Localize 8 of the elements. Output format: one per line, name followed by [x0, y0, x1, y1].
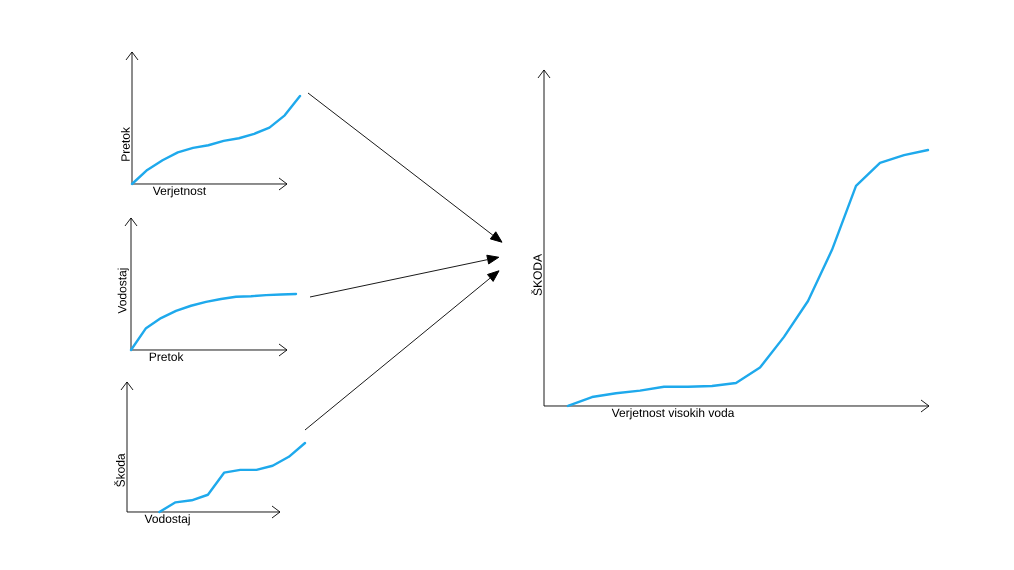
y-axis-title: Škoda	[114, 453, 125, 487]
y-axis-title: ŠKODA	[531, 253, 542, 296]
y-axis-title: Pretok	[121, 127, 130, 161]
x-axis-title: Verjetnost visokih voda	[611, 408, 735, 420]
x-axis-title: Verjetnost	[152, 186, 207, 198]
x-axis-title: Pretok	[149, 352, 184, 361]
y-axis-title: Vodostaj	[117, 268, 129, 314]
x-axis-title: Vodostaj	[144, 514, 190, 526]
